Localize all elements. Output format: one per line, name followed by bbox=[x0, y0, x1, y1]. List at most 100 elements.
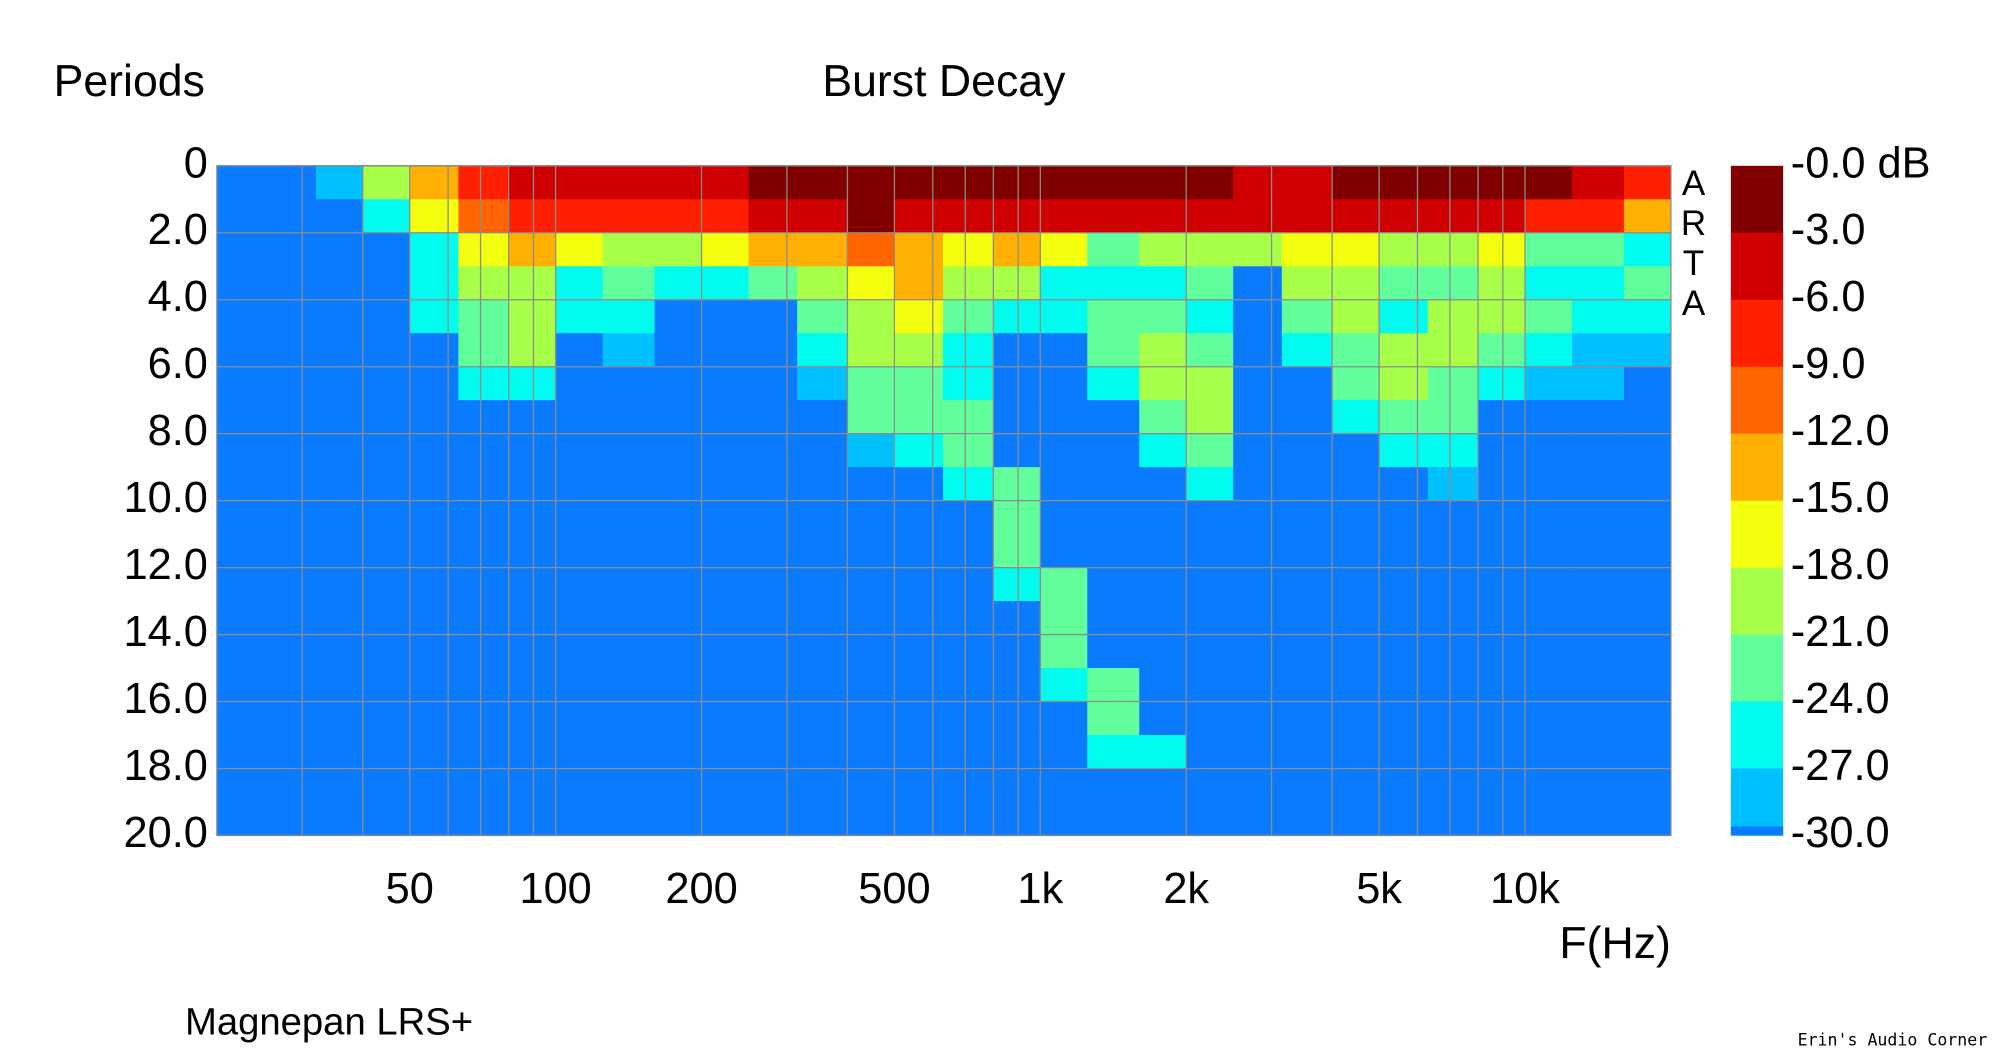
heat-cell bbox=[1139, 567, 1187, 602]
heat-cell bbox=[315, 433, 364, 468]
heat-cell bbox=[654, 433, 703, 468]
heat-cell bbox=[1525, 333, 1573, 368]
heat-cell bbox=[1040, 768, 1088, 803]
heat-cell bbox=[409, 400, 459, 435]
heat-cell bbox=[315, 299, 364, 334]
heat-cell bbox=[654, 165, 703, 200]
plot-frame bbox=[216, 165, 1672, 837]
heat-cell bbox=[654, 668, 703, 703]
heat-cell bbox=[1139, 701, 1187, 736]
heat-cell bbox=[508, 232, 557, 267]
heat-cell bbox=[1139, 634, 1187, 669]
heat-cell bbox=[654, 734, 703, 769]
heat-cell bbox=[315, 801, 364, 836]
heat-cell bbox=[748, 634, 798, 669]
heat-cell bbox=[1139, 668, 1187, 703]
heat-cell bbox=[555, 467, 604, 502]
heat-cell bbox=[1233, 467, 1283, 502]
heat-cell bbox=[701, 467, 750, 502]
heat-cell bbox=[1233, 232, 1283, 267]
heat-cell bbox=[458, 400, 510, 435]
heat-cell bbox=[263, 165, 317, 200]
heat-cell bbox=[654, 266, 703, 301]
heat-cell bbox=[943, 199, 994, 234]
heat-cell bbox=[602, 199, 656, 234]
heat-cell bbox=[894, 567, 944, 602]
heat-cell bbox=[1040, 366, 1088, 401]
heat-cell bbox=[555, 801, 604, 836]
heat-cell bbox=[1478, 400, 1526, 435]
heat-cell bbox=[797, 668, 848, 703]
x-tick-label: 1k bbox=[1017, 865, 1063, 913]
heat-cell bbox=[1571, 400, 1625, 435]
heat-cell bbox=[1332, 299, 1380, 334]
heat-cell bbox=[1281, 299, 1333, 334]
heat-cell bbox=[943, 165, 994, 200]
heat-cell bbox=[943, 299, 994, 334]
heat-cell bbox=[1233, 266, 1283, 301]
heat-cell bbox=[1571, 701, 1625, 736]
heat-cell bbox=[1233, 433, 1283, 468]
heat-cell bbox=[1233, 534, 1283, 569]
colorbar-band bbox=[1730, 165, 1784, 234]
x-axis-label: F(Hz) bbox=[1559, 919, 1671, 968]
heat-cell bbox=[1186, 467, 1234, 502]
heat-cell bbox=[602, 232, 656, 267]
heat-cell bbox=[1427, 567, 1479, 602]
heat-cell bbox=[1139, 433, 1187, 468]
colorbar-band bbox=[1730, 826, 1784, 836]
heat-cell bbox=[654, 500, 703, 535]
heat-cell bbox=[1525, 400, 1573, 435]
colorbar-band bbox=[1730, 500, 1784, 568]
heat-cell bbox=[1623, 165, 1672, 200]
heat-cell bbox=[409, 701, 459, 736]
heat-cell bbox=[894, 768, 944, 803]
heat-cell bbox=[1281, 601, 1333, 636]
heat-cell bbox=[1233, 734, 1283, 769]
heat-cell bbox=[894, 299, 944, 334]
heat-cell bbox=[894, 668, 944, 703]
heat-cell bbox=[1427, 366, 1479, 401]
heat-cell bbox=[943, 433, 994, 468]
heat-cell bbox=[797, 734, 848, 769]
y-tick-label: 0 bbox=[184, 139, 208, 187]
heat-cell bbox=[894, 433, 944, 468]
heat-cell bbox=[315, 266, 364, 301]
heat-cell bbox=[1379, 668, 1429, 703]
heat-cell bbox=[362, 567, 411, 602]
heat-cell bbox=[1623, 400, 1672, 435]
heat-cell bbox=[362, 601, 411, 636]
heat-cell bbox=[1040, 567, 1088, 602]
heat-cell bbox=[993, 500, 1041, 535]
heat-cell bbox=[847, 801, 895, 836]
heat-cell bbox=[1186, 567, 1234, 602]
heat-cell bbox=[1040, 734, 1088, 769]
heat-cell bbox=[701, 768, 750, 803]
heat-cell bbox=[1379, 333, 1429, 368]
x-tick-label: 10k bbox=[1490, 865, 1560, 913]
heat-cell bbox=[1281, 165, 1333, 200]
heat-cell bbox=[1139, 734, 1187, 769]
heat-cell bbox=[1186, 668, 1234, 703]
heat-cell bbox=[1623, 433, 1672, 468]
heat-cell bbox=[263, 668, 317, 703]
heat-cell bbox=[1571, 567, 1625, 602]
heat-cell bbox=[508, 668, 557, 703]
heat-cell bbox=[1233, 701, 1283, 736]
heat-cell bbox=[1233, 500, 1283, 535]
heat-cell bbox=[1139, 199, 1187, 234]
heat-cell bbox=[1525, 534, 1573, 569]
heat-cell bbox=[315, 199, 364, 234]
x-tick-label: 200 bbox=[665, 865, 737, 913]
heat-cell bbox=[508, 601, 557, 636]
heat-cell bbox=[1233, 668, 1283, 703]
heat-cell bbox=[1233, 801, 1283, 836]
heat-cell bbox=[362, 333, 411, 368]
heat-cell bbox=[555, 266, 604, 301]
heat-cell bbox=[1427, 768, 1479, 803]
heat-cell bbox=[409, 266, 459, 301]
y-tick-label: 16.0 bbox=[124, 675, 208, 723]
heat-cell bbox=[458, 467, 510, 502]
heat-cell bbox=[1186, 400, 1234, 435]
heat-cell bbox=[315, 333, 364, 368]
